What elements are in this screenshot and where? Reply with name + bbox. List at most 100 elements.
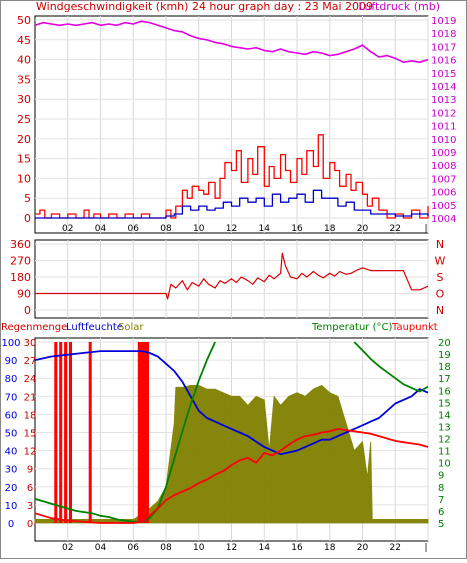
- y-tick-label-temp: 14: [438, 410, 451, 421]
- x-tick-label: 08: [160, 224, 172, 234]
- y-tick-label-temp: 13: [438, 422, 451, 433]
- solar-axis-title: Solar: [118, 322, 144, 333]
- y-tick-label-pressure: 1007: [431, 174, 456, 185]
- y-tick-label-temp: 6: [438, 507, 444, 518]
- x-tick-label: 04: [95, 224, 107, 234]
- x-tick-label: 18: [324, 224, 336, 234]
- y-tick-label-temp: 19: [438, 350, 451, 361]
- y-tick-label-wind: 40: [17, 54, 31, 67]
- y-tick-label-humidity: 70: [5, 392, 18, 403]
- y-tick-label-direction: 180: [10, 271, 31, 284]
- rain-bar: [141, 342, 145, 523]
- y-tick-label-temp: 18: [438, 362, 451, 373]
- rain-bar: [144, 342, 148, 523]
- x-tick-label: 10: [193, 224, 205, 234]
- tick-labels: 0202040406060808101012121414161618182020…: [1, 14, 456, 553]
- y-tick-label-compass: O: [436, 288, 445, 301]
- y-tick-label-temp: 16: [438, 386, 451, 397]
- y-tick-label-humidity: 20: [5, 483, 18, 494]
- humidity-line: [34, 350, 429, 456]
- y-tick-label-humidity: 30: [5, 465, 18, 476]
- y-tick-label-humidity: 40: [5, 447, 18, 458]
- rain-axis-title: Regenmenge: [1, 322, 67, 333]
- x-tick-label: |: [424, 224, 427, 234]
- pressure-line: [34, 20, 429, 63]
- y-tick-label-humidity: 80: [5, 374, 18, 385]
- y-tick-label-humidity: 0: [8, 519, 14, 530]
- y-tick-label-pressure: 1010: [431, 135, 456, 146]
- rain-bar: [88, 342, 92, 523]
- rain-bar: [142, 342, 146, 523]
- y-tick-label-direction: 270: [10, 255, 31, 268]
- y-tick-label-compass: N: [436, 238, 444, 251]
- y-tick-label-pressure: 1006: [431, 188, 456, 199]
- y-tick-label-solar: 12: [24, 447, 37, 458]
- temperature_late-line: [353, 341, 429, 393]
- y-tick-label-wind: 5: [24, 192, 31, 205]
- x-tick-label: 06: [128, 224, 140, 234]
- y-tick-label-compass: N: [436, 304, 444, 317]
- y-tick-label-pressure: 1012: [431, 108, 456, 119]
- y-tick-label-humidity: 50: [5, 429, 18, 440]
- y-tick-label-wind: 30: [17, 93, 31, 106]
- y-tick-label-solar: 3: [27, 501, 33, 512]
- x-tick-label: 18: [324, 543, 336, 553]
- y-tick-label-wind: 25: [17, 113, 31, 126]
- y-tick-label-pressure: 1018: [431, 29, 456, 40]
- y-tick-label-temp: 7: [438, 495, 444, 506]
- x-tick-label: 08: [160, 543, 172, 553]
- direction-line: [35, 252, 429, 300]
- y-tick-label-solar: 0: [27, 519, 33, 530]
- y-tick-label-temp: 10: [438, 459, 451, 470]
- humidity-axis-title: Luftfeuchte: [66, 322, 123, 333]
- y-tick-label-pressure: 1009: [431, 148, 456, 159]
- y-tick-label-pressure: 1017: [431, 42, 456, 53]
- x-tick-label: 16: [291, 543, 303, 553]
- y-tick-label-solar: 21: [24, 392, 37, 403]
- dew-axis-title: Taupunkt: [391, 322, 438, 333]
- x-tick-label: 06: [128, 543, 140, 553]
- y-tick-label-wind: 20: [17, 133, 31, 146]
- solar-area: [34, 384, 429, 524]
- y-tick-label-temp: 12: [438, 435, 451, 446]
- x-tick-label: 12: [226, 543, 237, 553]
- rain-bar: [139, 342, 143, 523]
- y-tick-label-solar: 27: [24, 356, 37, 367]
- x-tick-label: 14: [259, 543, 271, 553]
- x-tick-label: |: [424, 543, 427, 553]
- x-tick-label: 04: [95, 543, 107, 553]
- y-tick-label-solar: 9: [27, 465, 33, 476]
- y-tick-label-wind: 10: [17, 172, 31, 185]
- y-tick-label-humidity: 100: [1, 338, 20, 349]
- y-tick-label-temp: 9: [438, 471, 444, 482]
- rain-bar: [146, 342, 149, 523]
- y-tick-label-direction: 0: [24, 304, 31, 317]
- y-tick-label-compass: S: [437, 271, 444, 284]
- y-tick-label-wind: 45: [17, 34, 31, 47]
- y-tick-label-direction: 90: [17, 288, 31, 301]
- y-tick-label-direction: 360: [10, 238, 31, 251]
- y-tick-label-compass: W: [435, 255, 446, 268]
- x-tick-label: 20: [357, 543, 369, 553]
- x-tick-label: 22: [390, 224, 401, 234]
- x-tick-label: 12: [226, 224, 237, 234]
- y-tick-label-solar: 30: [24, 338, 37, 349]
- x-tick-label: 02: [62, 543, 73, 553]
- rain-bar: [69, 342, 72, 523]
- y-tick-label-temp: 5: [438, 519, 444, 530]
- y-tick-label-humidity: 60: [5, 410, 18, 421]
- y-tick-label-humidity: 90: [5, 356, 18, 367]
- y-tick-label-wind: 0: [24, 212, 31, 225]
- y-tick-label-temp: 8: [438, 483, 444, 494]
- y-tick-label-wind: 50: [17, 14, 31, 27]
- y-tick-label-pressure: 1004: [431, 214, 456, 225]
- y-tick-label-pressure: 1019: [431, 16, 456, 27]
- x-tick-label: 10: [193, 543, 205, 553]
- y-tick-label-wind: 35: [17, 73, 31, 86]
- y-tick-label-pressure: 1014: [431, 82, 456, 93]
- y-tick-label-pressure: 1008: [431, 161, 456, 172]
- y-tick-label-solar: 24: [24, 374, 37, 385]
- rain-bar: [54, 342, 58, 523]
